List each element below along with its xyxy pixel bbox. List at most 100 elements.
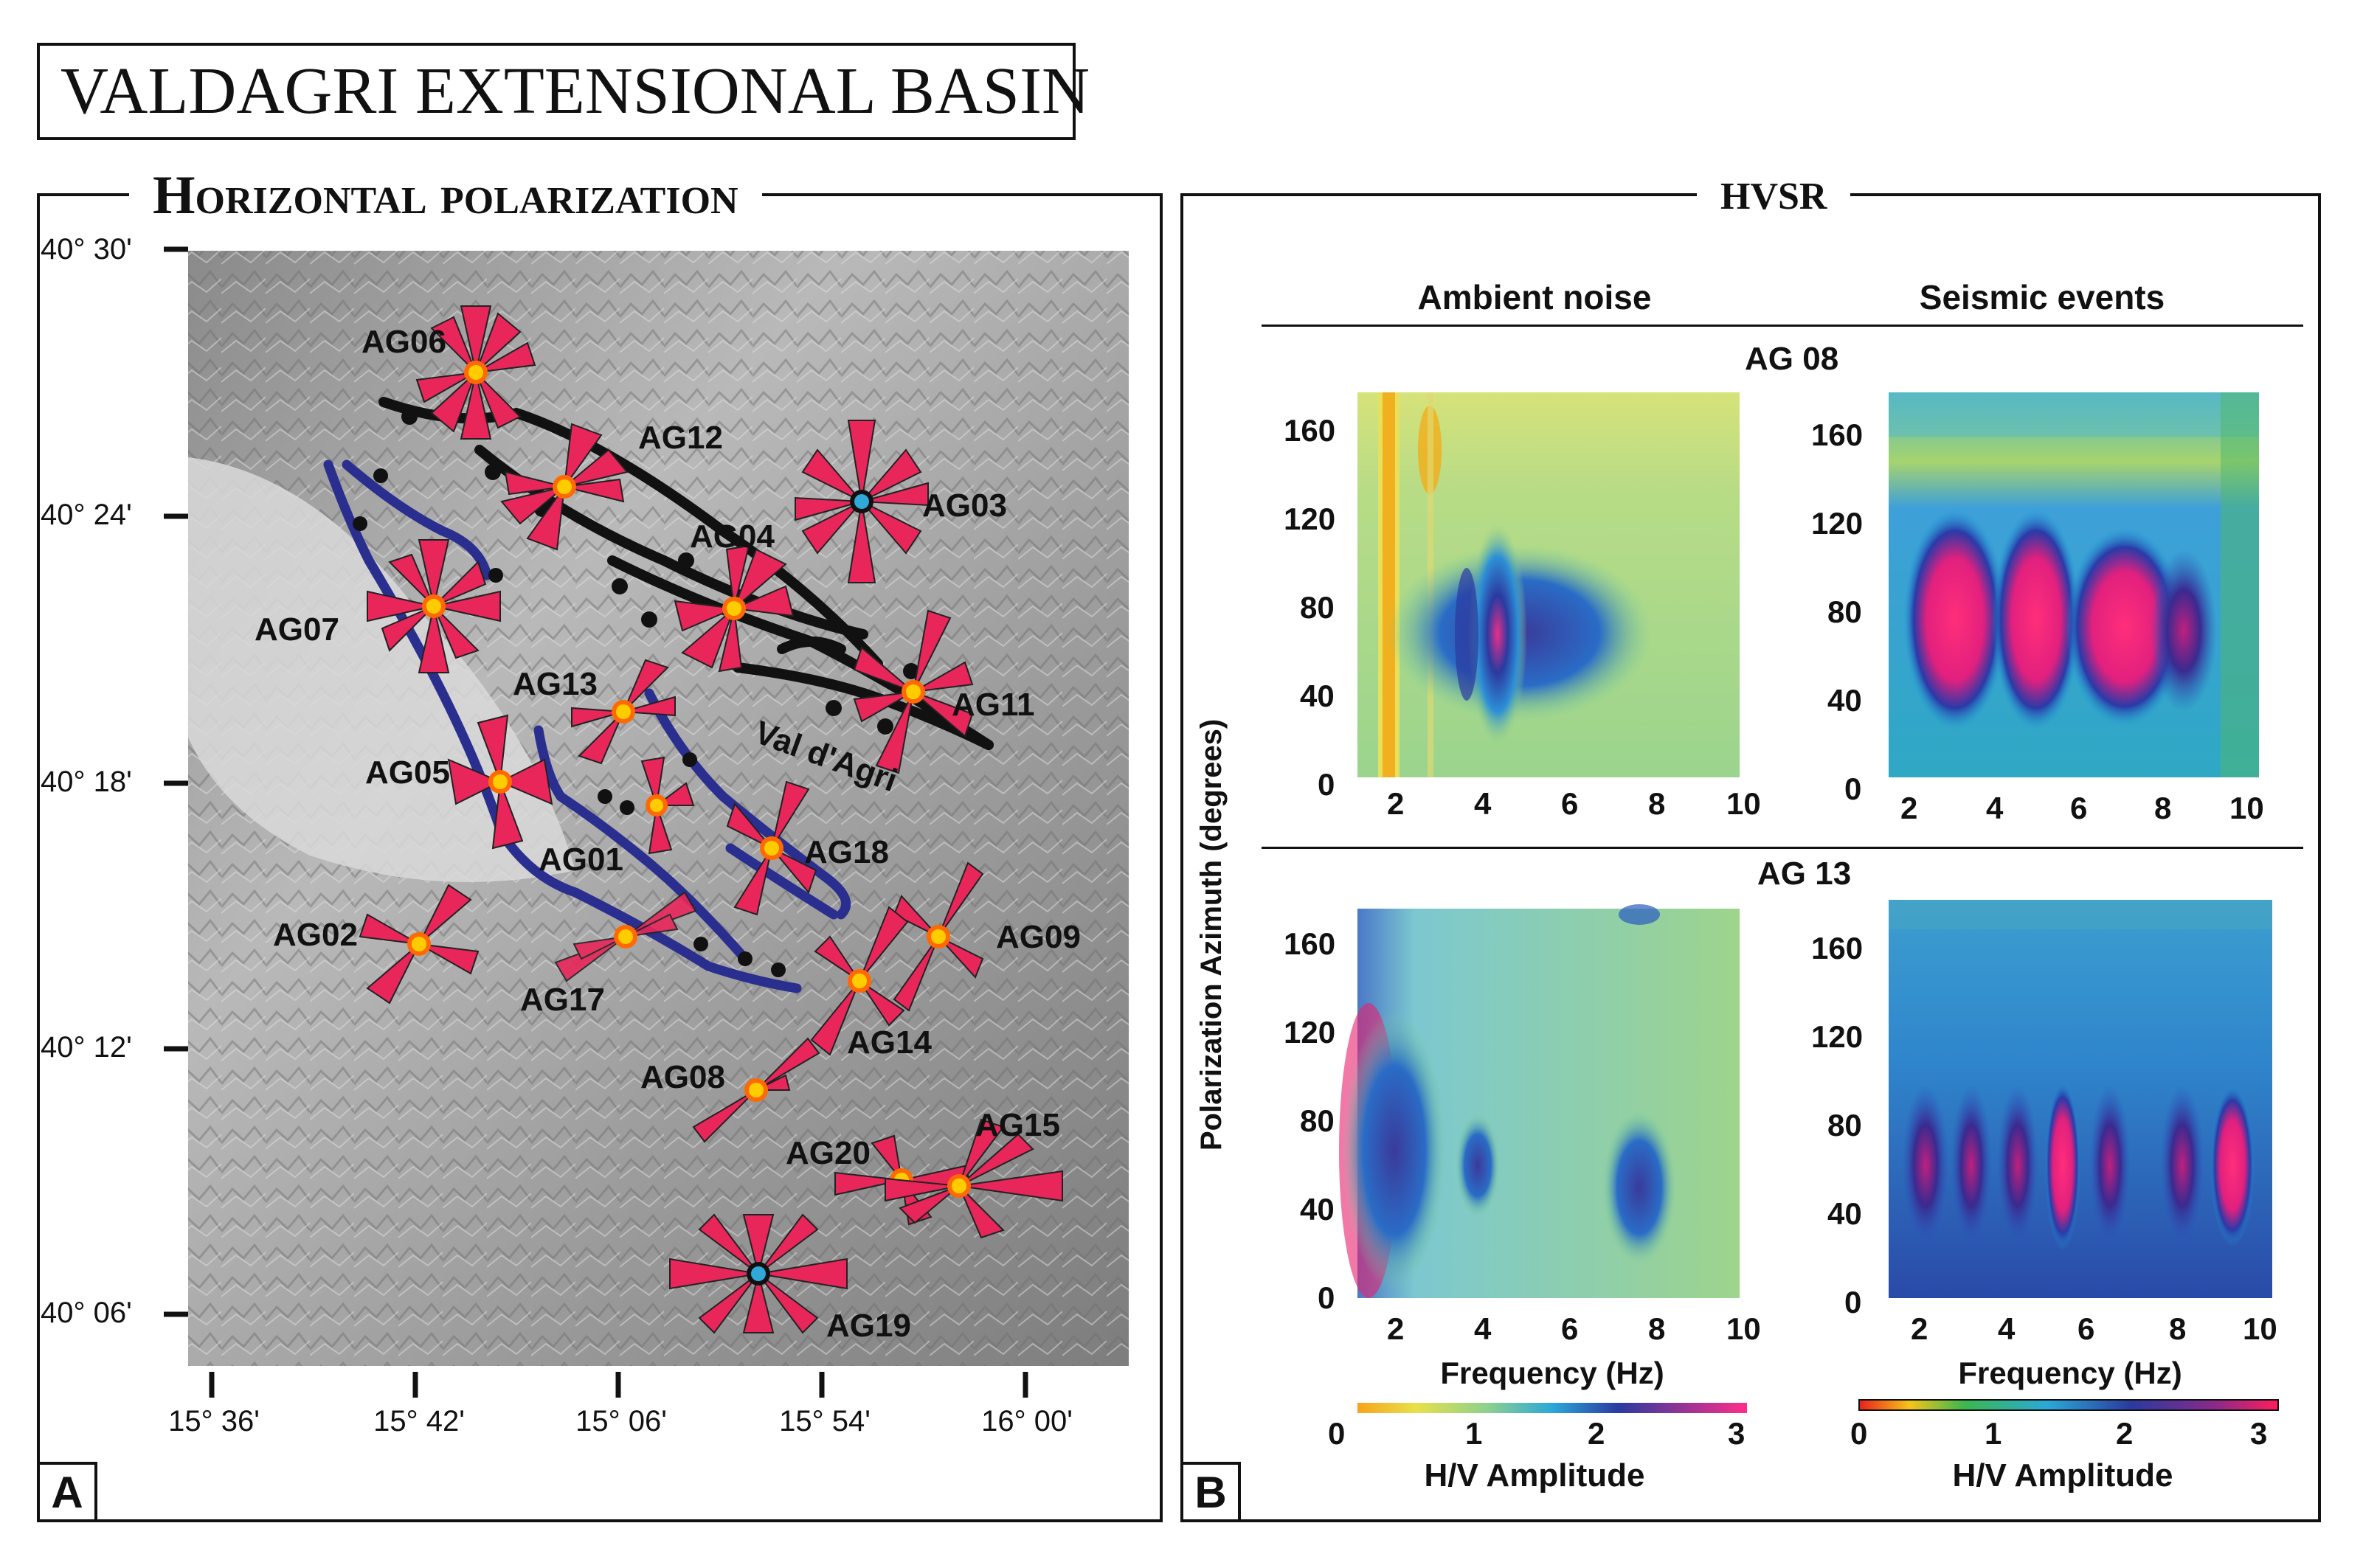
y-tick: 40 [1300,679,1335,713]
y-tick: 40 [1827,683,1862,718]
rose-ag14 [810,906,909,1056]
rose-ag06 [415,305,536,440]
cb-label-ambient: H/V Amplitude [1424,1457,1645,1494]
station-label: AG17 [520,982,605,1018]
x-tick: 2 [1900,791,1918,825]
header-rule [1262,325,2303,327]
station-label: AG06 [361,324,446,360]
x-tick: 4 [1986,791,2004,825]
colorbar-seismic [1858,1399,2279,1411]
cb-tick: 0 [1850,1416,1868,1451]
row-divider [1262,847,2303,849]
rose-ag05 [447,714,553,850]
lon-label-4: 15° 54' [779,1405,871,1437]
x-label-seismic: Frequency (Hz) [1958,1356,2182,1390]
rose-ag03 [795,420,929,583]
rose-ag19 [669,1213,848,1334]
rose-ag13 [571,659,676,765]
y-tick: 160 [1811,417,1864,452]
cb-tick: 3 [1728,1416,1746,1451]
rose-ag12 [500,423,629,551]
y-tick: 0 [1318,767,1335,802]
cb-tick: 1 [1985,1416,2002,1451]
heatmap-ag13-seismic [1889,900,2272,1298]
lat-label-3: 40° 18' [41,766,132,798]
colorbar-ambient [1357,1403,1747,1413]
row-heading-ag13: AG 13 [1757,856,1852,892]
lat-label-1: 40° 30' [41,233,132,266]
panel-b-letter: B [1180,1462,1241,1522]
x-tick: 2 [1911,1311,1928,1346]
station-label: AG19 [826,1308,911,1344]
heatmap-ag08-seismic [1889,392,2259,777]
y-tick: 40 [1827,1196,1862,1231]
figure-title: VALDAGRI EXTENSIONAL BASIN [37,43,1090,140]
rose-ag08 [692,1037,820,1143]
x-tick: 2 [1387,1311,1405,1346]
x-tick: 8 [2154,791,2172,825]
station-label: AG04 [690,518,775,555]
x-tick: 8 [1648,1311,1666,1346]
y-tick: 0 [1844,771,1862,806]
cb-tick: 1 [1465,1416,1483,1451]
panel-b-heading: HVSR [1697,171,1851,223]
cb-label-seismic: H/V Amplitude [1952,1457,2173,1494]
rose-ag01 [640,756,695,855]
x-tick: 10 [2243,1311,2277,1346]
station-label: AG01 [539,842,623,878]
rose-ag15 [885,1118,1063,1239]
rose-ag04 [674,544,795,673]
y-tick: 80 [1827,1108,1862,1142]
station-label: AG20 [786,1135,871,1171]
rose-ag11 [853,609,974,774]
y-tick: 80 [1300,1103,1335,1138]
station-label: AG12 [638,420,723,456]
y-tick: 120 [1284,1015,1336,1050]
lon-label-1: 15° 36' [168,1405,260,1437]
cb-tick: 3 [2250,1416,2268,1451]
x-tick: 6 [1561,1311,1579,1346]
terrain-map: AG06 AG12 AG03 AG04 AG07 AG13 AG11 AG05 … [164,246,1129,1398]
station-label: AG11 [952,687,1035,723]
x-tick: 4 [1474,1311,1492,1346]
x-tick: 10 [1726,1311,1761,1346]
y-tick: 80 [1827,594,1862,629]
x-label-ambient: Frequency (Hz) [1440,1356,1664,1390]
rose-ag07 [367,539,501,673]
lat-label-2: 40° 24' [41,499,132,531]
lat-label-4: 40° 12' [41,1031,132,1064]
station-label: AG15 [975,1107,1060,1143]
row-heading-ag08: AG 08 [1745,341,1839,377]
heatmap-ag13-ambient [1339,904,1740,1298]
x-tick: 2 [1387,786,1405,821]
station-label: AG07 [255,611,339,648]
lat-ticks [164,246,188,1317]
y-tick: 160 [1284,926,1336,961]
station-label: AG02 [273,917,358,953]
x-tick: 4 [1998,1311,2016,1346]
x-tick: 10 [2229,791,2264,825]
lon-label-2: 15° 42' [373,1405,465,1437]
station-label: AG14 [847,1024,932,1061]
cb-tick: 2 [2116,1416,2134,1451]
col-heading-seismic: Seismic events [1919,278,2165,316]
x-tick: 8 [1648,786,1666,821]
cb-tick: 2 [1588,1416,1605,1451]
y-tick: 80 [1300,590,1335,625]
lon-ticks [209,1372,1028,1398]
y-tick: 120 [1811,506,1864,541]
panel-a-heading: Horizontal polarization [129,166,762,225]
rose-ag17 [554,891,697,982]
y-tick: 0 [1318,1280,1335,1315]
x-tick: 8 [2169,1311,2187,1346]
y-tick: 40 [1300,1192,1335,1227]
y-tick: 160 [1811,931,1864,965]
x-tick: 6 [1561,786,1579,821]
fault-ticks [401,409,919,735]
cb-tick: 0 [1328,1416,1346,1451]
col-heading-ambient: Ambient noise [1417,278,1652,316]
x-tick: 6 [2070,791,2088,825]
y-tick: 160 [1284,413,1336,448]
station-label: AG03 [922,488,1007,524]
